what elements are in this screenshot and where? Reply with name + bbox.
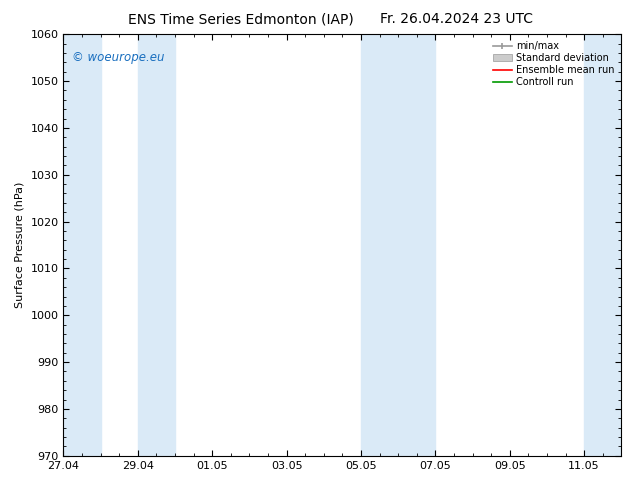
Y-axis label: Surface Pressure (hPa): Surface Pressure (hPa) <box>15 182 25 308</box>
Text: © woeurope.eu: © woeurope.eu <box>72 51 164 64</box>
Bar <box>361 34 436 456</box>
Bar <box>63 34 101 456</box>
Text: Fr. 26.04.2024 23 UTC: Fr. 26.04.2024 23 UTC <box>380 12 533 26</box>
Bar <box>138 34 175 456</box>
Bar <box>584 34 621 456</box>
Legend: min/max, Standard deviation, Ensemble mean run, Controll run: min/max, Standard deviation, Ensemble me… <box>491 39 616 89</box>
Text: ENS Time Series Edmonton (IAP): ENS Time Series Edmonton (IAP) <box>128 12 354 26</box>
